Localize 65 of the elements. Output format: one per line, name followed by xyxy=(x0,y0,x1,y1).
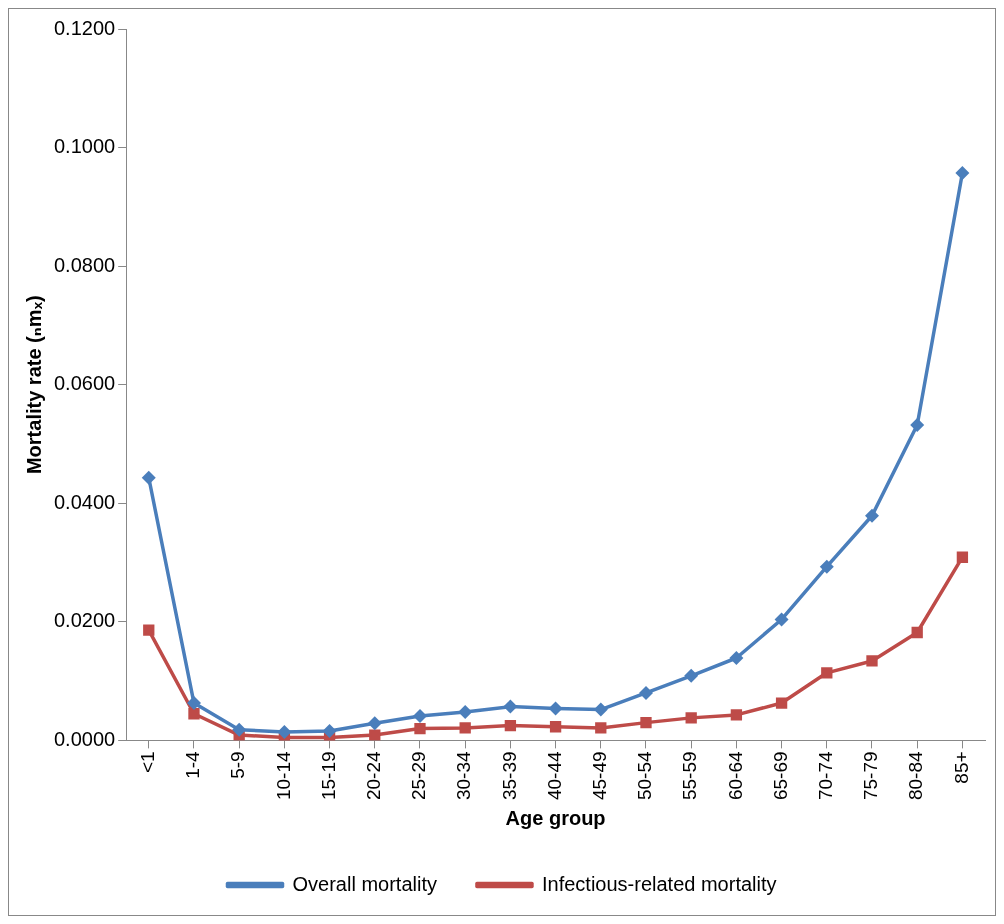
legend-label: Overall mortality xyxy=(292,872,437,895)
point xyxy=(548,701,563,716)
x-tick-label: 45-49 xyxy=(589,751,611,801)
point xyxy=(143,624,155,636)
x-tick-label: 80-84 xyxy=(905,750,927,801)
y-tick-label: 0.0400 xyxy=(54,490,116,513)
legend-label: Infectious-related mortality xyxy=(541,872,777,895)
x-tick-label: 50-54 xyxy=(634,750,656,801)
point xyxy=(322,723,337,738)
point xyxy=(232,722,247,737)
x-tick-label: 1-4 xyxy=(182,750,204,779)
point xyxy=(188,708,200,720)
x-axis-title: Age group xyxy=(505,806,606,829)
x-tick-label: 40-44 xyxy=(543,750,565,801)
point xyxy=(277,725,292,740)
point xyxy=(866,655,878,667)
point xyxy=(414,722,426,735)
point xyxy=(774,612,789,627)
x-tick-label: 75-79 xyxy=(860,751,882,801)
x-tick-label: 70-74 xyxy=(815,750,837,801)
point xyxy=(186,696,201,711)
point xyxy=(911,626,923,639)
point xyxy=(593,702,608,717)
x-tick-label: 35-39 xyxy=(498,751,520,801)
point xyxy=(458,704,473,719)
point xyxy=(956,551,969,563)
point xyxy=(503,699,518,714)
point xyxy=(640,716,652,729)
point xyxy=(549,721,562,733)
x-tick-label: 85+ xyxy=(950,751,972,784)
x-tick-label: 65-69 xyxy=(769,751,791,801)
point xyxy=(865,508,879,523)
point xyxy=(730,709,743,721)
y-tick-label: 0.1200 xyxy=(54,16,116,39)
point xyxy=(595,722,607,734)
point xyxy=(729,651,744,665)
y-tick-label: 0.0200 xyxy=(54,609,116,632)
point xyxy=(821,667,833,679)
point xyxy=(141,470,156,485)
x-tick-label: 55-59 xyxy=(679,751,701,801)
point xyxy=(910,418,925,433)
y-tick-label: 0.0600 xyxy=(54,372,116,395)
x-tick-label: 15-19 xyxy=(317,751,339,801)
point xyxy=(955,166,970,181)
x-tick-label: 5-9 xyxy=(227,751,249,779)
point xyxy=(369,729,381,741)
point xyxy=(412,709,427,724)
point xyxy=(504,719,517,732)
point xyxy=(638,685,653,700)
y-tick-label: 0.0800 xyxy=(54,253,116,276)
y-tick-label: 0.0000 xyxy=(54,727,116,750)
point xyxy=(367,716,382,731)
x-tick-label: 20-24 xyxy=(363,750,385,801)
point xyxy=(775,697,788,709)
point xyxy=(819,559,834,574)
x-tick-label: 30-34 xyxy=(453,750,475,801)
y-axis-title: Mortality rate (ₙmₓ) xyxy=(22,295,45,475)
y-tick-label: 0.1000 xyxy=(54,135,116,158)
point xyxy=(685,712,697,724)
x-tick-label: 60-64 xyxy=(724,750,746,801)
x-tick-label: 10-14 xyxy=(272,750,294,801)
x-tick-label: <1 xyxy=(137,751,159,774)
point xyxy=(684,668,699,683)
x-tick-label: 25-29 xyxy=(408,751,430,801)
point xyxy=(459,722,471,734)
